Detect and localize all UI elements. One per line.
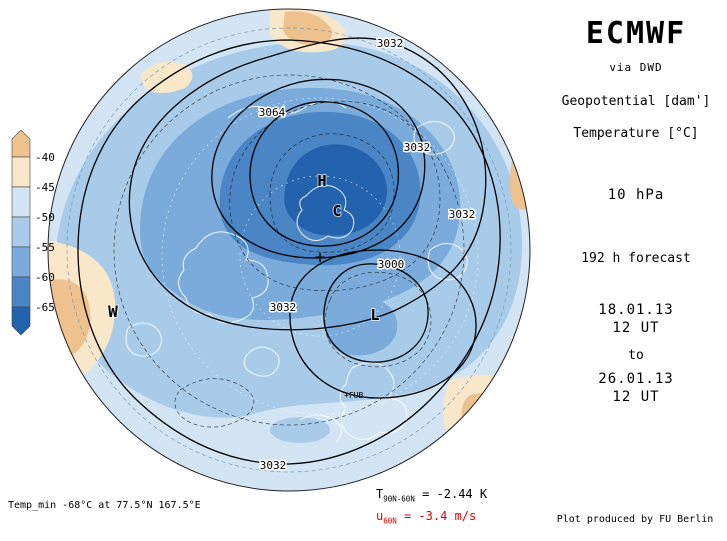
temp-contour-light [66,27,512,473]
contour-label: 3032 [449,208,476,221]
coastline [227,100,347,119]
temperature-shading [48,9,530,491]
colorbar-label: -50 [35,211,55,224]
temp-contour [174,378,255,428]
colorbar-labels: -40 -45 -50 -55 -60 -65 [35,151,55,314]
colorbar-label: -65 [35,301,55,314]
contour-big [128,37,487,331]
coastline [296,184,355,241]
coastline [178,231,269,324]
map-boundary [47,8,531,492]
graticule [161,97,479,415]
u-subscript: 60N [383,516,397,526]
station-marker-fub: +FUB [344,391,363,400]
shading-patch-bottom [270,417,330,443]
contour-label: 3032 [404,141,431,154]
contour-label: 3064 [259,106,286,119]
temp-contour [324,271,432,368]
zonal-wind-diagnostic: u60N = -3.4 m/s [376,509,487,525]
t-value: = -2.44 K [414,487,488,501]
to-label: to [628,348,644,363]
temperature-contours [113,74,465,428]
contour-mid [211,78,426,259]
contour-low-outer [289,249,477,399]
graticule-circle-inner [239,175,401,337]
extremes-stats: Temp_min -68°C at 77.5°N 167.5°E Temp_ma… [8,472,207,541]
t-subscript: 90N-60N [383,494,415,504]
colorbar-label: -55 [35,241,55,254]
field-temperature: Temperature [°C] [573,126,699,141]
warm-patch-top-left [140,61,193,93]
plot-credit: Plot produced by FU Berlin [556,514,714,525]
contour-3064 [249,101,400,247]
u-name: u [376,509,384,524]
colorbar-segment [11,246,31,278]
contour-label: 3000 [378,258,405,271]
warm-patch-bottom-right [443,375,530,458]
colorbar-segment [11,216,31,248]
data-source: via DWD [609,61,663,74]
colorbar-segment [11,186,31,218]
pressure-centers: H C L W + +FUB [107,171,380,400]
temp-contour [229,100,441,291]
contour-3000 [323,263,429,363]
shading-core [284,144,387,236]
title-panel: ECMWF via DWD Geopotential [dam'] Temper… [545,0,727,405]
coastline [243,346,280,377]
field-geopotential: Geopotential [dam'] [561,94,711,109]
warm-core-bottom-right [461,392,524,443]
mean-temperature-diagnostic: T90N-60N = -2.44 K [376,487,487,503]
u-value: = -3.4 m/s [396,509,477,524]
shading-patch-low [325,295,398,356]
init-date: 18.01.13 [598,302,674,318]
colorbar-segment [11,129,31,158]
graticule-circle-outer [161,97,479,415]
contour-label: 3032 [270,301,297,314]
coastline [125,322,162,357]
pressure-level: 10 hPa [607,187,665,203]
high-center-marker: H [317,172,326,190]
valid-date: 26.01.13 [598,371,674,387]
temp-contour [269,133,395,253]
colorbar [11,129,31,336]
warm-patch-right [510,149,530,210]
contour-labels: 3032 3064 3032 3032 3000 3032 3032 [257,36,477,474]
cold-center-marker: C [332,202,341,220]
colorbar-segment [11,306,31,336]
coastline [427,243,468,281]
colorbar-label: -45 [35,181,55,194]
colorbar-label: -60 [35,271,55,284]
model-title: ECMWF [585,16,687,51]
contour-label: 3032 [377,37,404,50]
coastline [299,414,342,443]
colorbar-segment [11,156,31,188]
valid-time: 12 UT [612,389,660,405]
contour-label: 3032 [260,459,287,472]
forecast-range: 192 h forecast [581,251,691,266]
coastlines [125,100,468,443]
colorbar-label: -40 [35,151,55,164]
pole-marker: + [315,247,326,268]
contour-outer [77,39,501,465]
stat-temp-min: Temp_min -68°C at 77.5°N 167.5°E [8,500,201,511]
t-name: T [376,487,384,501]
warm-core-top [283,11,333,46]
diagnostics: T90N-60N = -2.44 K u60N = -3.4 m/s [376,487,487,526]
init-time: 12 UT [612,320,660,336]
low-center-marker: L [370,306,379,324]
warm-center-marker: W [108,302,118,321]
temp-contour [113,74,465,426]
colorbar-segment [11,276,31,308]
coastline [413,121,455,155]
geopotential-contours [77,37,501,465]
